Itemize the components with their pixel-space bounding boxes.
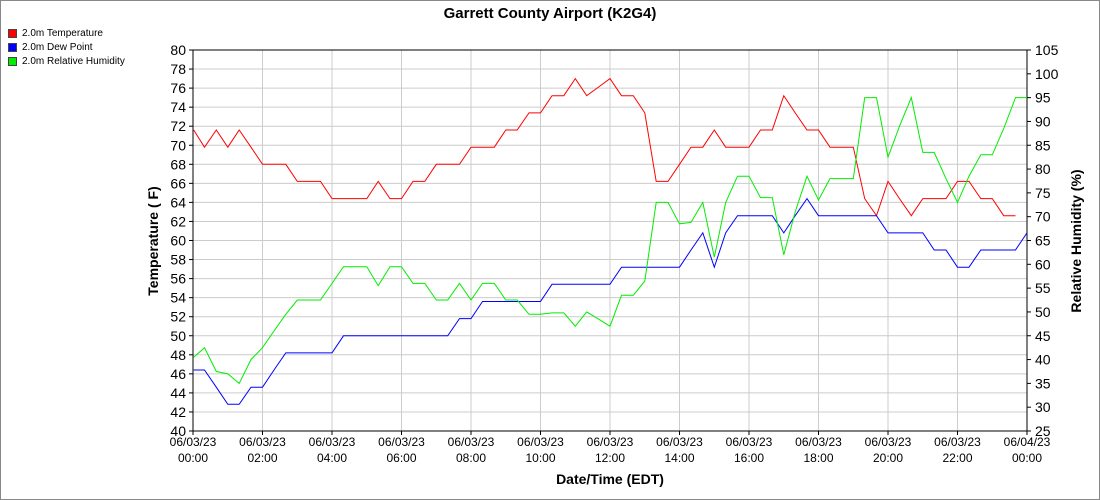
x-tick-date-label: 06/03/23	[170, 435, 217, 449]
left-tick-label: 60	[170, 233, 186, 249]
legend-item-relative-humidity: 2.0m Relative Humidity	[8, 55, 125, 69]
right-tick-label: 100	[1035, 66, 1059, 82]
left-tick-label: 74	[170, 99, 186, 115]
legend-item-temperature: 2.0m Temperature	[8, 27, 125, 41]
legend: 2.0m Temperature 2.0m Dew Point 2.0m Rel…	[8, 27, 125, 69]
x-tick-time-label: 20:00	[873, 451, 903, 465]
legend-item-dew-point: 2.0m Dew Point	[8, 41, 125, 55]
grid	[192, 49, 1028, 432]
x-tick-date-label: 06/03/23	[656, 435, 703, 449]
legend-swatch-temperature	[8, 28, 17, 38]
x-tick-time-label: 18:00	[803, 451, 833, 465]
right-tick-label: 35	[1035, 375, 1051, 391]
left-tick-label: 64	[170, 194, 186, 210]
right-tick-label: 80	[1035, 161, 1051, 177]
right-tick-label: 105	[1035, 42, 1059, 58]
right-tick-label: 90	[1035, 113, 1051, 129]
right-tick-label: 75	[1035, 185, 1051, 201]
series-lines	[193, 77, 1028, 405]
left-tick-label: 66	[170, 175, 186, 191]
x-tick-date-label: 06/03/23	[448, 435, 495, 449]
series-line-temperature	[193, 77, 1016, 217]
right-tick-label: 60	[1035, 256, 1051, 272]
right-tick-label: 50	[1035, 304, 1051, 320]
x-tick-date-label: 06/03/23	[726, 435, 773, 449]
x-tick-date-label: 06/03/23	[795, 435, 842, 449]
x-tick-date-label: 06/03/23	[587, 435, 634, 449]
left-axis: 40 42 44 46 48 50 52 54 56 58 60 62 64 66 68 70 72 74 76 78…	[170, 42, 193, 439]
left-tick-label: 48	[170, 347, 186, 363]
left-tick-label: 72	[170, 118, 186, 134]
chart-title: Garrett County Airport (K2G4)	[444, 5, 657, 22]
left-tick-label: 44	[170, 385, 186, 401]
left-tick-label: 68	[170, 156, 186, 172]
left-tick-label: 62	[170, 213, 186, 229]
right-tick-label: 25	[1035, 423, 1051, 439]
x-tick-time-label: 00:00	[178, 451, 208, 465]
y-axis-label-right: Relative Humidity (%)	[1068, 169, 1084, 312]
x-tick-date-label: 06/03/23	[309, 435, 356, 449]
x-tick-time-label: 02:00	[247, 451, 277, 465]
x-tick-date-label: 06/03/23	[378, 435, 425, 449]
y-axis-label-left: Temperature ( F)	[145, 186, 161, 295]
right-tick-label: 30	[1035, 399, 1051, 415]
left-tick-label: 40	[170, 423, 186, 439]
left-tick-label: 52	[170, 309, 186, 325]
legend-swatch-relative-humidity	[8, 56, 17, 66]
x-tick-date-label: 06/03/23	[934, 435, 981, 449]
x-axis-label: Date/Time (EDT)	[556, 471, 664, 487]
series-line-dew-point	[193, 197, 1028, 405]
left-tick-label: 80	[170, 42, 186, 58]
x-tick-time-label: 08:00	[456, 451, 486, 465]
legend-swatch-dew-point	[8, 42, 17, 52]
left-tick-label: 58	[170, 252, 186, 268]
right-tick-label: 85	[1035, 137, 1051, 153]
left-tick-label: 54	[170, 290, 186, 306]
x-tick-time-label: 14:00	[664, 451, 694, 465]
legend-label-temperature: 2.0m Temperature	[22, 28, 103, 39]
left-tick-label: 76	[170, 80, 186, 96]
x-tick-date-label: 06/04/23	[1004, 435, 1051, 449]
right-tick-label: 55	[1035, 280, 1051, 296]
right-axis: 25 30 35 40 45 50 55 60 65 70 75 80 85 90 95 100 105	[1027, 42, 1059, 439]
x-tick-date-label: 06/03/23	[865, 435, 912, 449]
x-tick-date-label: 06/03/23	[239, 435, 286, 449]
x-tick-time-label: 12:00	[595, 451, 625, 465]
x-tick-time-label: 04:00	[317, 451, 347, 465]
x-tick-time-label: 22:00	[942, 451, 972, 465]
x-axis: 06/03/23 00:00 06/03/23 02:00 06/03/23 04:00 0…	[170, 431, 1051, 465]
x-tick-date-label: 06/03/23	[517, 435, 564, 449]
legend-label-relative-humidity: 2.0m Relative Humidity	[22, 56, 125, 67]
x-tick-time-label: 16:00	[734, 451, 764, 465]
series-line-relative-humidity	[193, 95, 1027, 385]
legend-label-dew-point: 2.0m Dew Point	[22, 42, 93, 53]
left-tick-label: 46	[170, 366, 186, 382]
left-tick-label: 50	[170, 328, 186, 344]
right-tick-label: 40	[1035, 352, 1051, 368]
right-tick-label: 70	[1035, 209, 1051, 225]
x-tick-time-label: 06:00	[386, 451, 416, 465]
right-tick-label: 45	[1035, 328, 1051, 344]
right-tick-label: 65	[1035, 233, 1051, 249]
left-tick-label: 42	[170, 404, 186, 420]
left-tick-label: 70	[170, 137, 186, 153]
x-tick-time-label: 10:00	[525, 451, 555, 465]
right-tick-label: 95	[1035, 90, 1051, 106]
x-tick-time-label: 00:00	[1012, 451, 1042, 465]
left-tick-label: 78	[170, 61, 186, 77]
left-tick-label: 56	[170, 271, 186, 287]
